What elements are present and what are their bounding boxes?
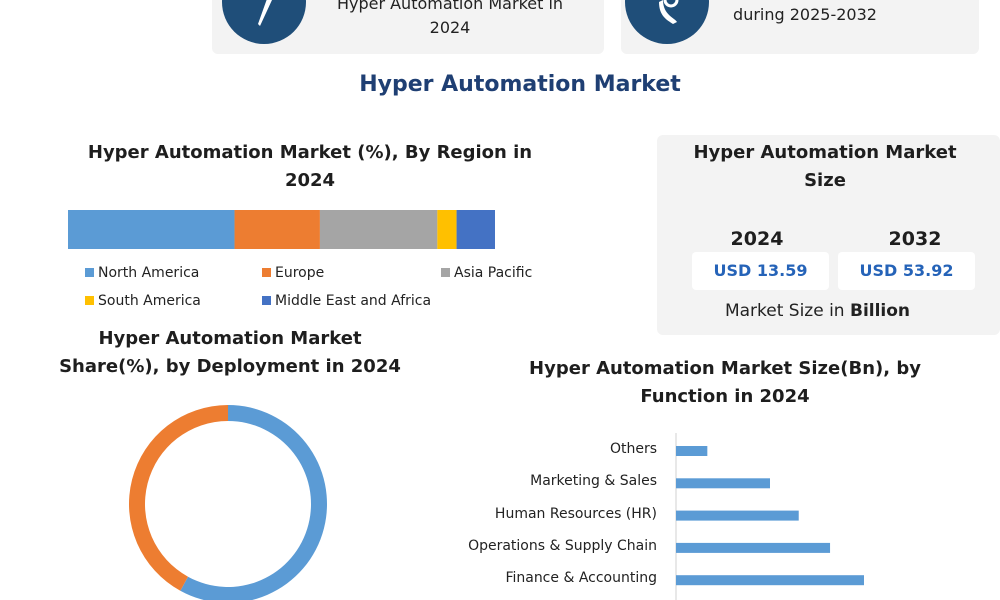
market-size-footer-prefix: Market Size in: [724, 301, 850, 321]
region-bar-segment-south-america: [437, 210, 457, 249]
donut-slice-1: [180, 405, 328, 600]
deployment-chart-title-line2: Share(%), by Deployment in 2024: [59, 356, 401, 377]
legend-middle-east-africa: Middle East and Africa: [262, 293, 431, 309]
header-card-right-text: during 2025-2032: [733, 5, 877, 24]
region-bar-segment-middle-east-and-africa: [456, 210, 495, 249]
legend-south-america: South America: [85, 293, 201, 309]
legend-swatch-europe: [262, 268, 271, 277]
region-bar-segment-europe: [234, 210, 320, 249]
deployment-chart-title-line1: Hyper Automation Market: [98, 328, 362, 349]
donut-slices: [129, 405, 328, 600]
function-bar-label: Operations & Supply Chain: [468, 537, 657, 554]
legend-swatch-middle-east-africa: [262, 296, 271, 305]
legend-label-asia-pacific: Asia Pacific: [454, 265, 533, 281]
market-size-value-2032: USD 53.92: [838, 252, 975, 290]
header-card-right-badge: [625, 0, 709, 44]
legend-swatch-south-america: [85, 296, 94, 305]
function-bar-label: Marketing & Sales: [530, 473, 657, 490]
region-bar-segment-asia-pacific: [319, 210, 438, 249]
legend-label-europe: Europe: [275, 265, 325, 281]
function-bars: [676, 446, 864, 586]
market-size-year-2032: 2032: [888, 228, 942, 250]
market-size-year-2024: 2024: [730, 228, 784, 250]
function-bar-label: Finance & Accounting: [505, 570, 657, 587]
legend-label-north-america: North America: [98, 265, 200, 281]
legend-swatch-asia-pacific: [441, 268, 450, 277]
function-bar: [676, 575, 864, 586]
legend-europe: Europe: [262, 265, 324, 281]
function-bar: [676, 542, 831, 553]
pen-icon: [258, 0, 272, 26]
function-bar-label: Others: [609, 441, 657, 457]
market-size-footer-unit: Billion: [849, 301, 911, 321]
legend-swatch-north-america: [85, 268, 94, 277]
market-size-footer: Market Size in Billion: [670, 301, 965, 321]
header-card-left-line2: 2024: [429, 18, 471, 37]
legend-north-america: North America: [85, 265, 199, 281]
page-title: Hyper Automation Market: [359, 72, 681, 97]
region-chart-title: Hyper Automation Market (%), By Region i…: [87, 142, 533, 191]
function-bar-chart: [675, 433, 864, 600]
header-card-left-line1: Hyper Automation Market in: [336, 0, 564, 13]
market-size-title-line2: Size: [804, 170, 846, 191]
function-bar: [676, 510, 799, 521]
header-card-left-badge: [222, 0, 306, 44]
function-bar-label: Human Resources (HR): [494, 505, 657, 522]
market-size-value-2024: USD 13.59: [692, 252, 829, 290]
market-size-panel: [657, 135, 1000, 335]
growth-icon: [659, 0, 679, 24]
function-chart-title-line1: Hyper Automation Market Size(Bn), by: [529, 358, 921, 379]
legend-label-middle-east-africa: Middle East and Africa: [275, 293, 432, 309]
market-size-title: Hyper Automation Market Size: [670, 139, 980, 195]
donut-slice-2: [129, 405, 228, 591]
function-chart-title: Hyper Automation Market Size(Bn), by Fun…: [520, 355, 930, 411]
legend-asia-pacific: Asia Pacific: [441, 265, 532, 281]
deployment-donut-chart: [129, 405, 328, 600]
region-bars: [68, 210, 495, 249]
legend-label-south-america: South America: [98, 293, 201, 309]
function-bar: [676, 446, 708, 456]
function-bar: [676, 478, 770, 489]
region-stacked-bar-chart: [68, 210, 495, 249]
market-size-title-line1: Hyper Automation Market: [693, 142, 957, 163]
function-chart-title-line2: Function in 2024: [640, 386, 810, 407]
header-card-left-text: Hyper Automation Market in 2024: [315, 0, 585, 40]
region-bar-segment-north-america: [68, 210, 235, 249]
deployment-chart-title: Hyper Automation Market Share(%), by Dep…: [40, 325, 420, 381]
